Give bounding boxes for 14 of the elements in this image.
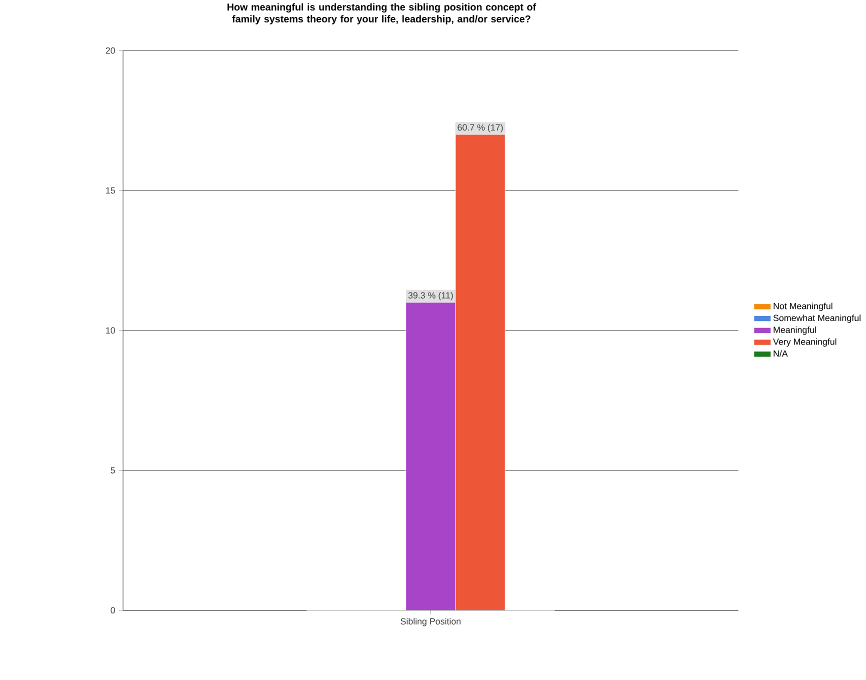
y-tick-label: 10 xyxy=(106,327,115,334)
legend-label: N/A xyxy=(774,350,788,357)
legend-label: Meaningful xyxy=(774,326,816,335)
y-tick-label: 15 xyxy=(106,187,115,194)
legend-label: Somewhat Meaningful xyxy=(773,314,860,323)
chart-title: How meaningful is understanding the sibling position concept of family systems theory for your life, leadership, and/or service? xyxy=(228,3,536,24)
y-tick-label: 0 xyxy=(110,606,115,614)
legend-label: Not Meaningful xyxy=(774,302,832,311)
x-tick-label: Sibling Position xyxy=(400,618,460,626)
data-label: 60.7 % (17) xyxy=(458,124,503,132)
y-tick-label: 20 xyxy=(106,47,115,54)
legend-label: Very Meaningful xyxy=(773,338,836,347)
y-tick-label: 5 xyxy=(110,467,115,474)
data-label: 39.3 % (11) xyxy=(408,292,453,300)
